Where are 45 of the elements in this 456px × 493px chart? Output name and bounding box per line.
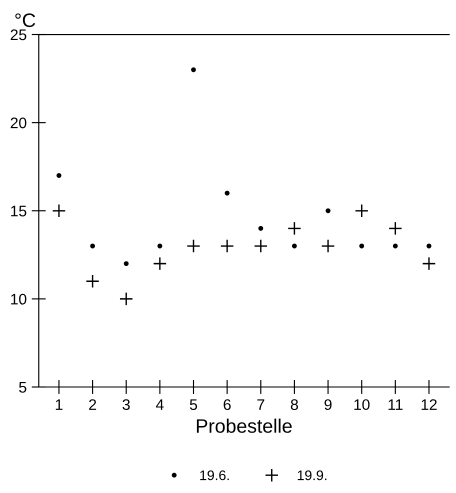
point	[422, 256, 436, 271]
y-tick-label: 10	[11, 294, 26, 305]
x-tick-label: 2	[89, 399, 96, 410]
point	[56, 173, 62, 178]
point	[287, 221, 302, 236]
x-tick-label: 9	[324, 399, 332, 410]
point	[186, 239, 200, 253]
x-tick-label: 3	[122, 399, 130, 410]
y-axis-title: °C	[15, 13, 36, 28]
x-tick-label: 6	[224, 399, 231, 410]
point	[191, 67, 196, 72]
y-tick-label: 25	[10, 29, 26, 40]
point	[392, 244, 398, 248]
point	[326, 208, 330, 214]
point	[124, 261, 129, 266]
y-tick-label: 5	[19, 382, 26, 393]
x-tick-label: 10	[354, 399, 370, 410]
point	[152, 256, 167, 271]
x-tick-label: 4	[156, 399, 164, 410]
x-tick-label: 1	[56, 399, 62, 410]
point	[119, 292, 134, 306]
point	[258, 226, 264, 231]
point	[90, 244, 96, 248]
x-tick-label: 8	[290, 399, 298, 410]
point	[254, 239, 268, 253]
point	[224, 190, 230, 196]
x-tick-label: 11	[388, 399, 403, 410]
point	[86, 274, 100, 288]
point	[354, 204, 369, 218]
point	[220, 239, 234, 253]
x-tick-label: 12	[422, 399, 437, 410]
y-tick-label: 20	[10, 118, 26, 128]
legend-label: 19.9.	[298, 470, 326, 480]
point	[426, 244, 432, 248]
point	[388, 221, 402, 236]
x-tick-label: 5	[190, 399, 198, 410]
point	[359, 244, 364, 248]
point	[157, 244, 162, 248]
y-tick-label: 15	[11, 206, 26, 216]
legend-label: 19.6.	[200, 470, 229, 480]
point	[292, 244, 297, 248]
x-axis-title: Probestelle	[196, 418, 292, 433]
x-tick-label: 7	[257, 399, 264, 410]
point	[52, 204, 66, 218]
point	[321, 239, 336, 253]
